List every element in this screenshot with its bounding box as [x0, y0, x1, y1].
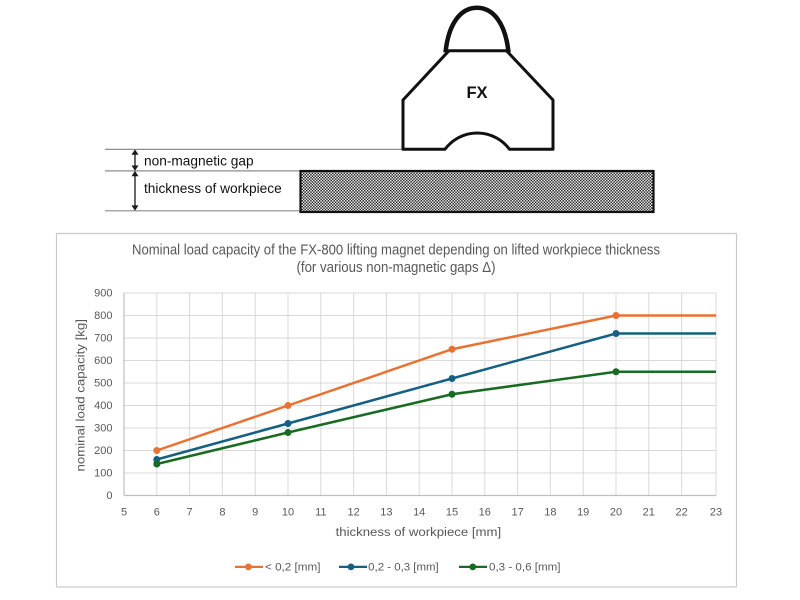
- svg-text:non-magnetic gap: non-magnetic gap: [144, 154, 254, 169]
- svg-text:18: 18: [544, 506, 556, 518]
- svg-text:(for various non-magnetic gaps: (for various non-magnetic gaps Δ): [297, 259, 496, 276]
- svg-text:21: 21: [643, 506, 655, 518]
- svg-text:20: 20: [610, 506, 622, 518]
- svg-text:Nominal load capacity of the F: Nominal load capacity of the FX-800 lift…: [132, 242, 660, 259]
- svg-text:0: 0: [106, 490, 112, 502]
- svg-text:6: 6: [154, 506, 160, 518]
- svg-text:800: 800: [94, 310, 112, 322]
- svg-text:13: 13: [380, 506, 392, 518]
- svg-text:0,2 - 0,3 [mm]: 0,2 - 0,3 [mm]: [368, 562, 439, 574]
- svg-text:23: 23: [710, 506, 722, 518]
- svg-text:300: 300: [94, 423, 112, 435]
- svg-text:17: 17: [511, 506, 523, 518]
- svg-text:9: 9: [252, 506, 258, 518]
- svg-text:500: 500: [94, 378, 112, 390]
- svg-text:12: 12: [347, 506, 359, 518]
- svg-text:19: 19: [577, 506, 589, 518]
- svg-text:100: 100: [94, 468, 112, 480]
- svg-text:nominal load capacity [kg]: nominal load capacity [kg]: [74, 319, 88, 472]
- svg-text:thickness of workpiece [mm]: thickness of workpiece [mm]: [336, 525, 502, 539]
- svg-text:< 0,2 [mm]: < 0,2 [mm]: [265, 562, 321, 574]
- svg-text:thickness of workpiece: thickness of workpiece: [144, 181, 282, 196]
- svg-text:10: 10: [282, 506, 294, 518]
- svg-text:22: 22: [675, 506, 687, 518]
- svg-text:900: 900: [94, 288, 112, 300]
- svg-text:14: 14: [413, 506, 425, 518]
- svg-text:0,3 - 0,6 [mm]: 0,3 - 0,6 [mm]: [489, 562, 561, 574]
- svg-text:400: 400: [94, 400, 112, 412]
- svg-text:11: 11: [315, 506, 326, 518]
- svg-text:8: 8: [219, 506, 225, 518]
- svg-text:200: 200: [94, 445, 112, 457]
- svg-text:5: 5: [121, 506, 127, 518]
- svg-text:7: 7: [187, 506, 193, 518]
- svg-text:15: 15: [446, 506, 458, 518]
- svg-text:16: 16: [479, 506, 491, 518]
- svg-text:600: 600: [94, 355, 112, 367]
- svg-text:FX: FX: [466, 84, 487, 102]
- svg-text:700: 700: [94, 333, 112, 345]
